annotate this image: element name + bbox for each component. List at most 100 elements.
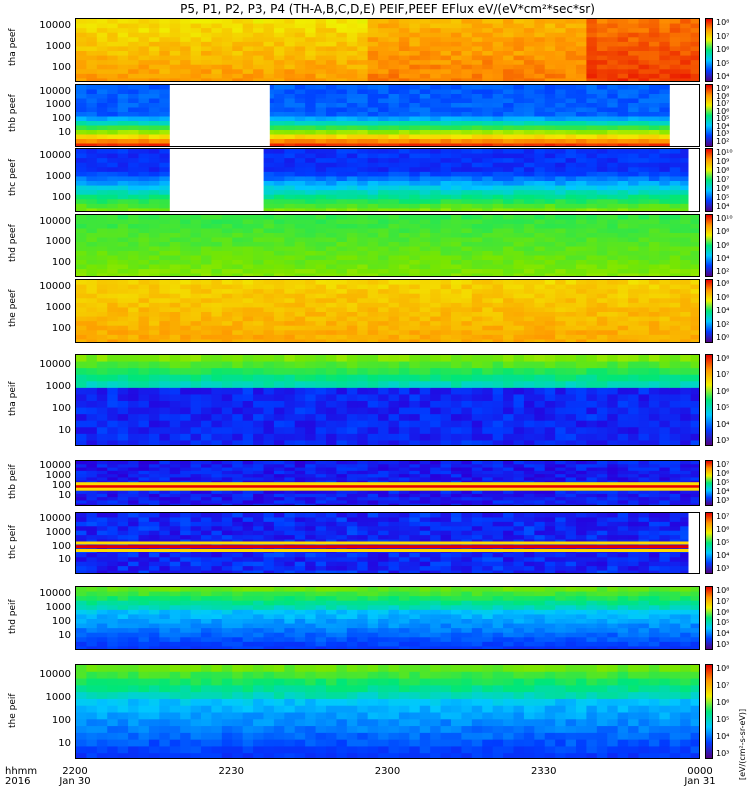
spectrogram-cell: [326, 167, 338, 173]
spectrogram-cell: [128, 224, 140, 230]
spectrogram-cell: [482, 194, 494, 200]
colorbar-tick-label: 10⁶: [716, 292, 730, 302]
spectrogram-cell: [398, 237, 410, 243]
spectrogram-cell: [409, 368, 421, 376]
spectrogram-cell: [471, 46, 483, 52]
spectrogram-cell: [128, 153, 140, 159]
spectrogram-cell: [107, 32, 119, 38]
spectrogram-cell: [294, 374, 306, 382]
spectrogram-cell: [690, 330, 699, 336]
spectrogram-cell: [76, 32, 88, 38]
spectrogram-cell: [263, 51, 275, 57]
spectrogram-cell: [201, 330, 213, 336]
spectrogram-cell: [430, 219, 442, 225]
spectrogram-cell: [284, 103, 296, 109]
spectrogram-cell: [596, 116, 608, 122]
spectrogram-cell: [607, 41, 619, 48]
spectrogram-cell: [221, 293, 233, 299]
spectrogram-cell: [440, 420, 452, 428]
spectrogram-cell: [523, 219, 535, 225]
spectrogram-cell: [492, 19, 504, 25]
spectrogram-cell: [367, 64, 379, 70]
spectrogram-cell: [638, 28, 650, 34]
spectrogram-cell: [576, 321, 588, 327]
spectrogram-cell: [607, 255, 619, 261]
spectrogram-cell: [221, 312, 233, 318]
spectrogram-cell: [451, 153, 463, 159]
spectrogram-cell: [190, 55, 202, 61]
spectrogram-cell: [659, 167, 671, 173]
spectrogram-cell: [492, 246, 504, 252]
spectrogram-cell: [211, 41, 223, 48]
spectrogram-cell: [357, 302, 369, 309]
spectrogram-cell: [576, 64, 588, 70]
spectrogram-cell: [378, 387, 390, 396]
spectrogram-cell: [544, 208, 556, 211]
spectrogram-cell: [117, 215, 129, 221]
spectrogram-cell: [523, 171, 535, 178]
spectrogram-cell: [628, 219, 640, 225]
spectrogram-cell: [534, 224, 546, 230]
spectrogram-cell: [607, 293, 619, 299]
spectrogram-cell: [492, 185, 504, 191]
spectrogram-cell: [648, 251, 660, 257]
spectrogram-cell: [263, 361, 275, 369]
spectrogram-cell: [419, 289, 431, 295]
spectrogram-cell: [398, 427, 410, 435]
spectrogram-cell: [117, 237, 129, 243]
spectrogram-cell: [430, 103, 442, 109]
spectrogram-cell: [294, 125, 306, 131]
spectrogram-cell: [273, 64, 285, 70]
spectrogram-cell: [471, 116, 483, 122]
data-gap: [688, 149, 699, 211]
spectrogram-cell: [628, 143, 640, 146]
spectrogram-cell: [367, 228, 379, 234]
spectrogram-cell: [555, 89, 567, 95]
spectrogram-cell: [138, 190, 150, 196]
spectrogram-cell: [388, 339, 400, 342]
spectrogram-cell: [117, 125, 129, 131]
spectrogram-cell: [315, 94, 327, 100]
spectrogram-cell: [221, 325, 233, 331]
spectrogram-cell: [576, 130, 588, 136]
spectrogram-cell: [482, 334, 494, 341]
spectrogram-cell: [419, 228, 431, 234]
spectrogram-cell: [284, 98, 296, 104]
spectrogram-cell: [586, 289, 598, 295]
spectrogram-cell: [336, 130, 348, 136]
spectrogram-cell: [659, 28, 671, 34]
spectrogram-cell: [232, 251, 244, 257]
spectrogram-cell: [242, 28, 254, 34]
spectrogram-cell: [596, 215, 608, 221]
spectrogram-cell: [294, 46, 306, 52]
spectrogram-cell: [201, 23, 213, 29]
spectrogram-cell: [482, 143, 494, 146]
spectrogram-cell: [503, 284, 515, 290]
spectrogram-cell: [576, 28, 588, 34]
spectrogram-cell: [211, 46, 223, 52]
spectrogram-cell: [648, 64, 660, 70]
spectrogram-cell: [471, 433, 483, 442]
spectrogram-cell: [398, 312, 410, 318]
spectrogram-cell: [503, 440, 515, 445]
spectrogram-cell: [232, 420, 244, 428]
spectrogram-cell: [159, 73, 171, 80]
spectrogram-cell: [294, 73, 306, 80]
spectrogram-cell: [211, 280, 223, 286]
spectrogram-cell: [357, 46, 369, 52]
spectrogram-cell: [451, 401, 463, 409]
spectrogram-cell: [273, 143, 285, 146]
spectrogram-cell: [128, 237, 140, 243]
spectrogram-cell: [315, 55, 327, 61]
spectrogram-cell: [648, 37, 660, 43]
spectrogram-cell: [659, 325, 671, 331]
spectrogram-cell: [190, 368, 202, 376]
spectrogram-cell: [190, 312, 202, 318]
spectrogram-cell: [576, 203, 588, 210]
spectrogram-cell: [253, 273, 265, 276]
spectrogram-cell: [513, 23, 525, 29]
spectrogram-cell: [669, 255, 681, 261]
spectrogram-cell: [398, 194, 410, 200]
spectrogram-cell: [148, 284, 160, 290]
spectrogram-cell: [451, 208, 463, 211]
